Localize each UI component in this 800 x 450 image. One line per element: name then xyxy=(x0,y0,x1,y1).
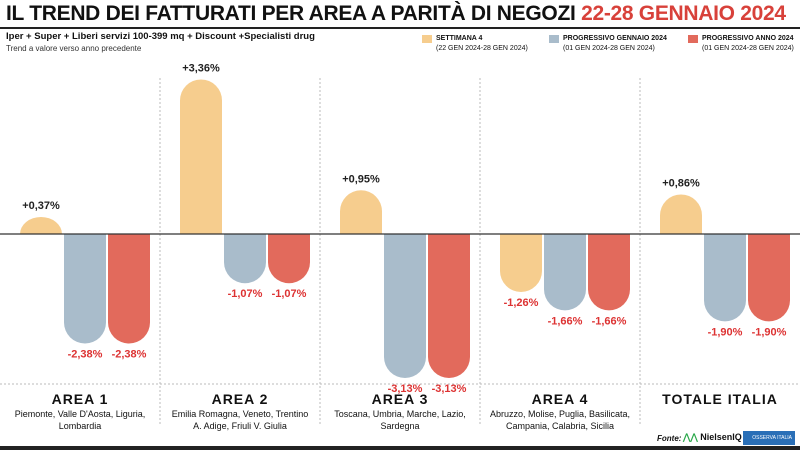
title-main: IL TREND DEI FATTURATI PER AREA A PARITÀ… xyxy=(6,2,576,25)
data-label: -3,13% xyxy=(388,383,423,395)
bar xyxy=(588,234,630,311)
area-regions: Toscana, Umbria, Marche, Lazio, Sardegna xyxy=(334,409,466,431)
bar xyxy=(180,79,222,234)
data-label: -1,66% xyxy=(592,315,627,327)
category-label: AREA 3 Toscana, Umbria, Marche, Lazio, Sa… xyxy=(320,390,480,432)
area-name: AREA 1 xyxy=(51,391,109,407)
data-label: +0,95% xyxy=(342,173,380,185)
bar xyxy=(20,216,62,234)
bar xyxy=(500,234,542,292)
subtitle: Iper + Super + Liberi servizi 100-399 mq… xyxy=(6,31,315,42)
area-name: TOTALE ITALIA xyxy=(662,391,778,407)
legend-swatch xyxy=(549,35,559,43)
legend-swatch xyxy=(422,35,432,43)
bar xyxy=(704,234,746,322)
bar xyxy=(660,194,702,234)
area-name: AREA 4 xyxy=(531,391,589,407)
chart-title: IL TREND DEI FATTURATI PER AREA A PARITÀ… xyxy=(6,2,786,26)
data-label: -1,90% xyxy=(752,326,787,338)
bar xyxy=(544,234,586,311)
title-rule xyxy=(0,27,800,29)
nielseniq-logo: ⋀⋀ NielsenIQ xyxy=(683,432,742,442)
data-label: -1,07% xyxy=(272,288,307,300)
legend-item-gennaio: PROGRESSIVO GENNAIO 2024 (01 GEN 2024-28 … xyxy=(549,34,667,54)
legend-period: (01 GEN 2024-28 GEN 2024) xyxy=(702,45,794,52)
note: Trend a valore verso anno precedente xyxy=(6,44,142,53)
category-label: AREA 2 Emilia Romagna, Veneto, Trentino A… xyxy=(160,390,320,432)
data-label: -2,38% xyxy=(68,348,103,360)
category-label: TOTALE ITALIA xyxy=(640,390,800,408)
title-date: 22-28 GENNAIO 2024 xyxy=(581,2,786,25)
legend-label: PROGRESSIVO GENNAIO 2024 xyxy=(563,35,667,42)
bottom-rule xyxy=(0,446,800,450)
data-label: -1,66% xyxy=(548,315,583,327)
bar xyxy=(384,234,426,378)
legend-item-anno: PROGRESSIVO ANNO 2024 (01 GEN 2024-28 GEN… xyxy=(688,34,794,54)
category-label: AREA 4 Abruzzo, Molise, Puglia, Basilicat… xyxy=(480,390,640,432)
bar xyxy=(64,234,106,344)
bar xyxy=(748,234,790,322)
area-regions: Emilia Romagna, Veneto, Trentino A. Adig… xyxy=(171,409,309,431)
bar xyxy=(108,234,150,344)
area-name: AREA 3 xyxy=(371,391,429,407)
data-label: -1,26% xyxy=(504,297,539,309)
data-label: -2,38% xyxy=(112,348,147,360)
legend-label: SETTIMANA 4 xyxy=(436,35,483,42)
bar xyxy=(428,234,470,378)
area-regions: Abruzzo, Molise, Puglia, Basilicata, Cam… xyxy=(489,409,631,431)
data-label: +3,36% xyxy=(182,62,220,74)
legend-label: PROGRESSIVO ANNO 2024 xyxy=(702,35,794,42)
nielseniq-text: NielsenIQ xyxy=(700,432,742,442)
area-regions: Piemonte, Valle D'Aosta, Liguria, Lombar… xyxy=(14,409,146,431)
bar xyxy=(340,190,382,234)
category-label: AREA 1 Piemonte, Valle D'Aosta, Liguria, … xyxy=(0,390,160,432)
data-label: +0,37% xyxy=(22,200,60,212)
area-name: AREA 2 xyxy=(211,391,269,407)
bar xyxy=(268,234,310,284)
legend-period: (22 GEN 2024-28 GEN 2024) xyxy=(436,45,528,52)
data-label: +0,86% xyxy=(662,177,700,189)
source-label: Fonte: xyxy=(657,434,682,443)
data-label: -1,07% xyxy=(228,288,263,300)
legend-item-settimana: SETTIMANA 4 (22 GEN 2024-28 GEN 2024) xyxy=(422,34,528,54)
legend-period: (01 GEN 2024-28 GEN 2024) xyxy=(563,45,655,52)
legend-swatch xyxy=(688,35,698,43)
data-label: -1,90% xyxy=(708,326,743,338)
osserva-italia-logo: OSSERVA ITALIA xyxy=(743,431,795,445)
data-label: -3,13% xyxy=(432,383,467,395)
bar xyxy=(224,234,266,284)
